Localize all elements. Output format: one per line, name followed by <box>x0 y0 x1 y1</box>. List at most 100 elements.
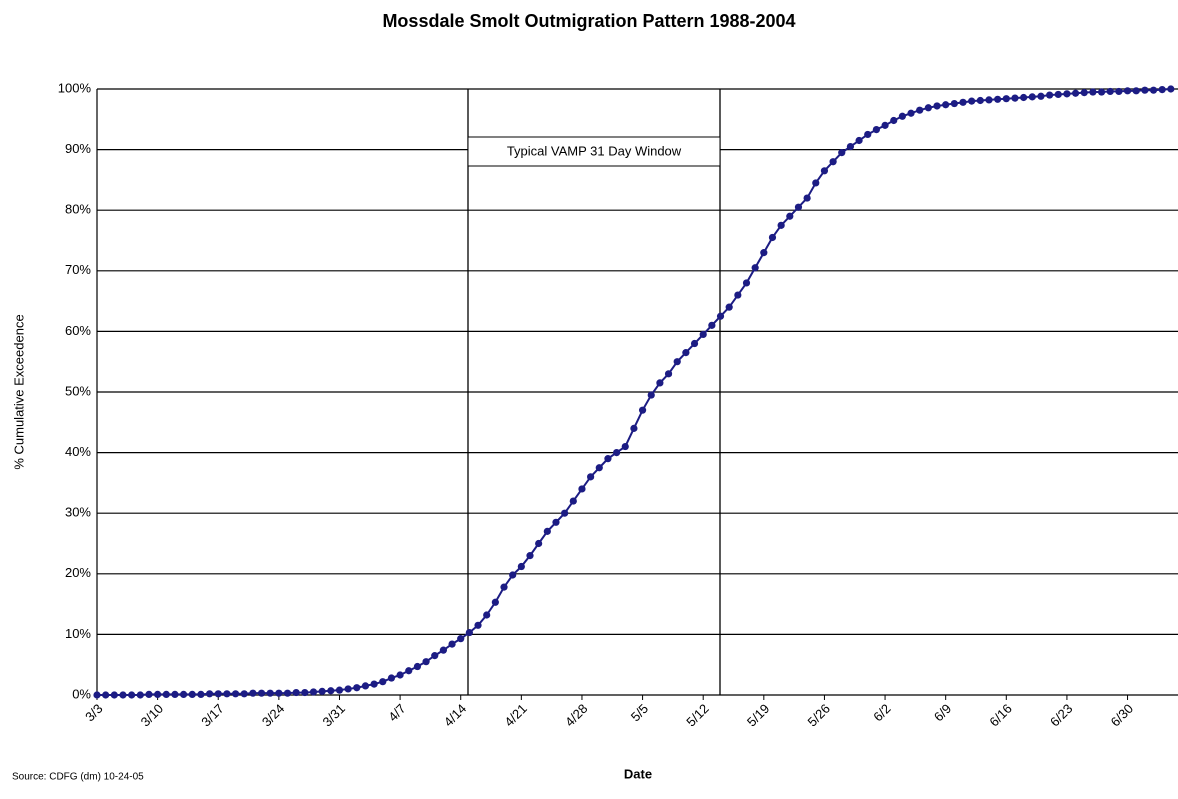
y-tick-label: 30% <box>65 505 91 520</box>
point <box>1123 87 1132 95</box>
point <box>976 96 984 105</box>
point <box>205 690 214 698</box>
point <box>327 687 335 695</box>
point <box>1149 86 1158 94</box>
point <box>387 674 396 682</box>
chart-title: Mossdale Smolt Outmigration Pattern 1988… <box>382 11 795 31</box>
point <box>353 684 361 692</box>
point <box>864 130 872 139</box>
point <box>110 691 118 699</box>
annotation: Typical VAMP 31 Day Window <box>507 143 682 158</box>
point <box>734 291 742 299</box>
x-tick-label: 4/28 <box>562 701 591 730</box>
x-tick-label: 5/19 <box>744 701 773 730</box>
point <box>1071 89 1080 97</box>
y-tick-label: 80% <box>65 202 91 217</box>
point <box>898 112 906 120</box>
point <box>656 379 664 387</box>
point <box>595 464 603 472</box>
point <box>257 689 266 697</box>
x-tick-label: 6/23 <box>1047 701 1076 730</box>
y-axis-label: % Cumulative Exceedence <box>11 314 26 469</box>
point <box>994 95 1002 103</box>
point <box>457 635 465 643</box>
point <box>959 98 967 106</box>
point <box>768 233 777 242</box>
point <box>509 571 517 579</box>
y-tick-label: 40% <box>65 444 91 459</box>
point <box>569 497 577 505</box>
point <box>699 330 707 339</box>
point <box>535 539 543 548</box>
x-tick-label: 6/9 <box>931 701 954 724</box>
point <box>145 690 153 698</box>
point <box>924 104 932 112</box>
point <box>890 116 898 125</box>
point <box>379 678 387 686</box>
point <box>1089 88 1097 96</box>
x-tick-label: 6/16 <box>986 701 1015 730</box>
point <box>448 640 456 648</box>
point <box>587 473 595 481</box>
point <box>197 690 205 698</box>
point <box>180 690 188 698</box>
x-tick-label: 6/2 <box>870 701 893 724</box>
point <box>335 686 344 694</box>
point <box>846 142 855 151</box>
point <box>664 370 673 378</box>
point <box>673 358 681 366</box>
point <box>405 667 413 675</box>
y-tick-label: 100% <box>58 80 92 95</box>
point <box>188 690 196 698</box>
point <box>361 682 370 690</box>
point <box>439 646 447 654</box>
point <box>786 212 794 220</box>
y-tick-label: 0% <box>72 686 91 701</box>
point <box>223 690 231 698</box>
point <box>396 671 404 679</box>
point <box>465 628 473 637</box>
point <box>136 691 144 699</box>
point <box>517 562 525 571</box>
point <box>171 690 179 698</box>
point <box>872 126 881 134</box>
point <box>1046 91 1054 99</box>
point <box>370 680 378 688</box>
point <box>820 167 829 175</box>
point <box>102 691 110 699</box>
x-tick-label: 5/12 <box>683 701 712 730</box>
point <box>829 158 837 166</box>
point <box>413 662 422 671</box>
point <box>301 688 309 697</box>
source-note: Source: CDFG (dm) 10-24-05 <box>12 772 144 783</box>
point <box>1063 90 1071 98</box>
point <box>309 688 318 696</box>
point <box>283 689 292 697</box>
x-tick-label: 3/17 <box>198 701 227 730</box>
point <box>526 552 534 560</box>
point <box>1132 87 1140 95</box>
point <box>344 685 352 693</box>
point <box>561 509 569 517</box>
point <box>214 690 222 698</box>
x-tick-label: 3/10 <box>138 701 167 730</box>
point <box>578 485 586 493</box>
point <box>1011 94 1019 102</box>
point <box>794 203 803 211</box>
point <box>292 688 300 697</box>
x-tick-label: 4/7 <box>385 701 408 724</box>
x-tick-label: 3/3 <box>82 701 105 724</box>
point <box>93 691 101 699</box>
point <box>1037 92 1045 100</box>
point <box>1115 87 1123 96</box>
point <box>1020 93 1028 102</box>
point <box>491 598 499 606</box>
point <box>249 689 257 697</box>
point <box>1028 93 1036 101</box>
x-tick-label: 3/24 <box>259 701 288 730</box>
point <box>916 106 924 114</box>
point <box>751 264 759 272</box>
point <box>483 611 491 619</box>
point <box>690 339 699 348</box>
point <box>907 109 915 117</box>
